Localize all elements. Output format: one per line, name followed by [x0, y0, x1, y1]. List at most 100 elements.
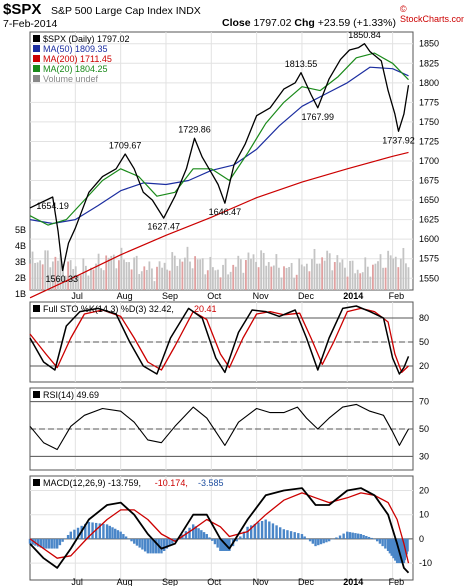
legend-swatch [33, 75, 40, 82]
y-tick-label: 1825 [419, 58, 439, 68]
volume-bar [189, 261, 191, 290]
macd-histogram-bar [138, 538, 141, 548]
macd-histogram-bar [249, 525, 253, 539]
volume-bar [120, 247, 123, 290]
sto-k-line [29, 305, 410, 375]
macd-histogram-bar [346, 531, 349, 539]
macd-histogram-bar [108, 525, 111, 539]
legend-swatch [33, 305, 40, 312]
price-annotation: 1737.92 [382, 135, 415, 145]
x-tick-label-bottom: Oct [207, 577, 222, 586]
volume-bar [384, 267, 387, 290]
volume-bar [173, 255, 176, 290]
macd-histogram-bar [154, 538, 158, 554]
volume-bar [217, 269, 219, 290]
volume-bar [267, 262, 270, 290]
volume-bar [118, 260, 120, 290]
volume-bar [379, 254, 382, 290]
macd-histogram-bar [61, 538, 64, 542]
volume-bar [46, 250, 49, 290]
volume-bar [247, 252, 250, 290]
legend-entry: MA(200) 1711.45 [43, 54, 112, 64]
macd-histogram-bar [351, 532, 354, 539]
volume-bar [143, 266, 146, 290]
volume-bar [255, 261, 257, 290]
macd-histogram-bar [124, 536, 128, 539]
macd-histogram-bar [133, 538, 136, 544]
macd-histogram-bar [392, 538, 395, 559]
macd-histogram-bar [386, 538, 390, 551]
macd-histogram-bar [36, 538, 40, 547]
y-tick-label: 1650 [419, 195, 439, 205]
macd-histogram-bar [91, 522, 94, 539]
volume-tick-label: 5B [15, 225, 26, 235]
macd-histogram-bar [165, 538, 169, 549]
volume-bar [262, 252, 265, 290]
volume-bar [336, 255, 339, 290]
volume-bar [138, 274, 141, 290]
volume-bar [57, 260, 59, 290]
volume-bar [338, 262, 341, 290]
macd-histogram-bar [171, 538, 174, 544]
macd-histogram-bar [114, 528, 117, 539]
volume-bar [67, 261, 70, 290]
y-tick-label: 0 [419, 534, 424, 544]
volume-bar [62, 263, 64, 290]
volume-bar [326, 250, 329, 290]
y-tick-label: 1725 [419, 136, 439, 146]
volume-bar [31, 251, 34, 290]
macd-histogram-bar [308, 538, 312, 542]
volume-bar [211, 267, 214, 290]
macd-histogram-bar [58, 538, 62, 546]
volume-bar [176, 265, 179, 290]
volume-bar [105, 255, 108, 290]
price-annotation: 1646.47 [209, 207, 242, 217]
macd-histogram-bar [84, 523, 87, 539]
volume-bar [252, 254, 255, 290]
macd-histogram-bar [152, 538, 155, 554]
legend-entry: -3.585 [198, 478, 224, 488]
volume-bar [51, 261, 54, 290]
volume-bar [191, 268, 194, 290]
volume-bar [305, 263, 308, 290]
macd-histogram-bar [384, 538, 387, 549]
x-tick-label: Oct [207, 291, 222, 301]
volume-bar [168, 270, 171, 290]
volume-bar [239, 259, 242, 290]
volume-bar [316, 263, 318, 290]
macd-histogram-bar [275, 525, 278, 539]
y-tick-label: 1775 [419, 97, 439, 107]
macd-histogram-bar [141, 538, 144, 550]
macd-histogram-bar [264, 519, 267, 539]
volume-bar [290, 262, 293, 290]
macd-histogram-bar [127, 538, 131, 540]
brand-name: StockCharts.com [400, 14, 464, 24]
volume-bar [171, 252, 174, 290]
volume-bar [369, 276, 372, 290]
chg-label: Chg [294, 17, 315, 29]
volume-bar [298, 258, 301, 290]
macd-histogram-bar [365, 535, 368, 539]
y-tick-label: 1625 [419, 215, 439, 225]
volume-bar [382, 267, 384, 290]
volume-bar [92, 269, 95, 290]
macd-histogram-bar [197, 528, 200, 539]
volume-bar [227, 274, 230, 290]
legend-entry: MACD(12,26,9) -13.759, [43, 478, 141, 488]
macd-histogram-bar [239, 536, 242, 539]
volume-bar [389, 255, 392, 290]
volume-bar [278, 267, 280, 290]
volume-bar [161, 267, 163, 290]
volume-bar [72, 269, 75, 290]
macd-histogram-bar [130, 538, 133, 542]
volume-bar [293, 277, 296, 290]
macd-histogram-bar [202, 532, 206, 539]
volume-bar [318, 263, 321, 290]
volume-bar [361, 272, 364, 290]
volume-bar [181, 261, 184, 290]
legend-entry: Volume undef [43, 74, 99, 84]
macd-histogram-bar [184, 531, 188, 539]
volume-bar [346, 276, 349, 290]
price-annotation: 1627.47 [147, 222, 180, 232]
